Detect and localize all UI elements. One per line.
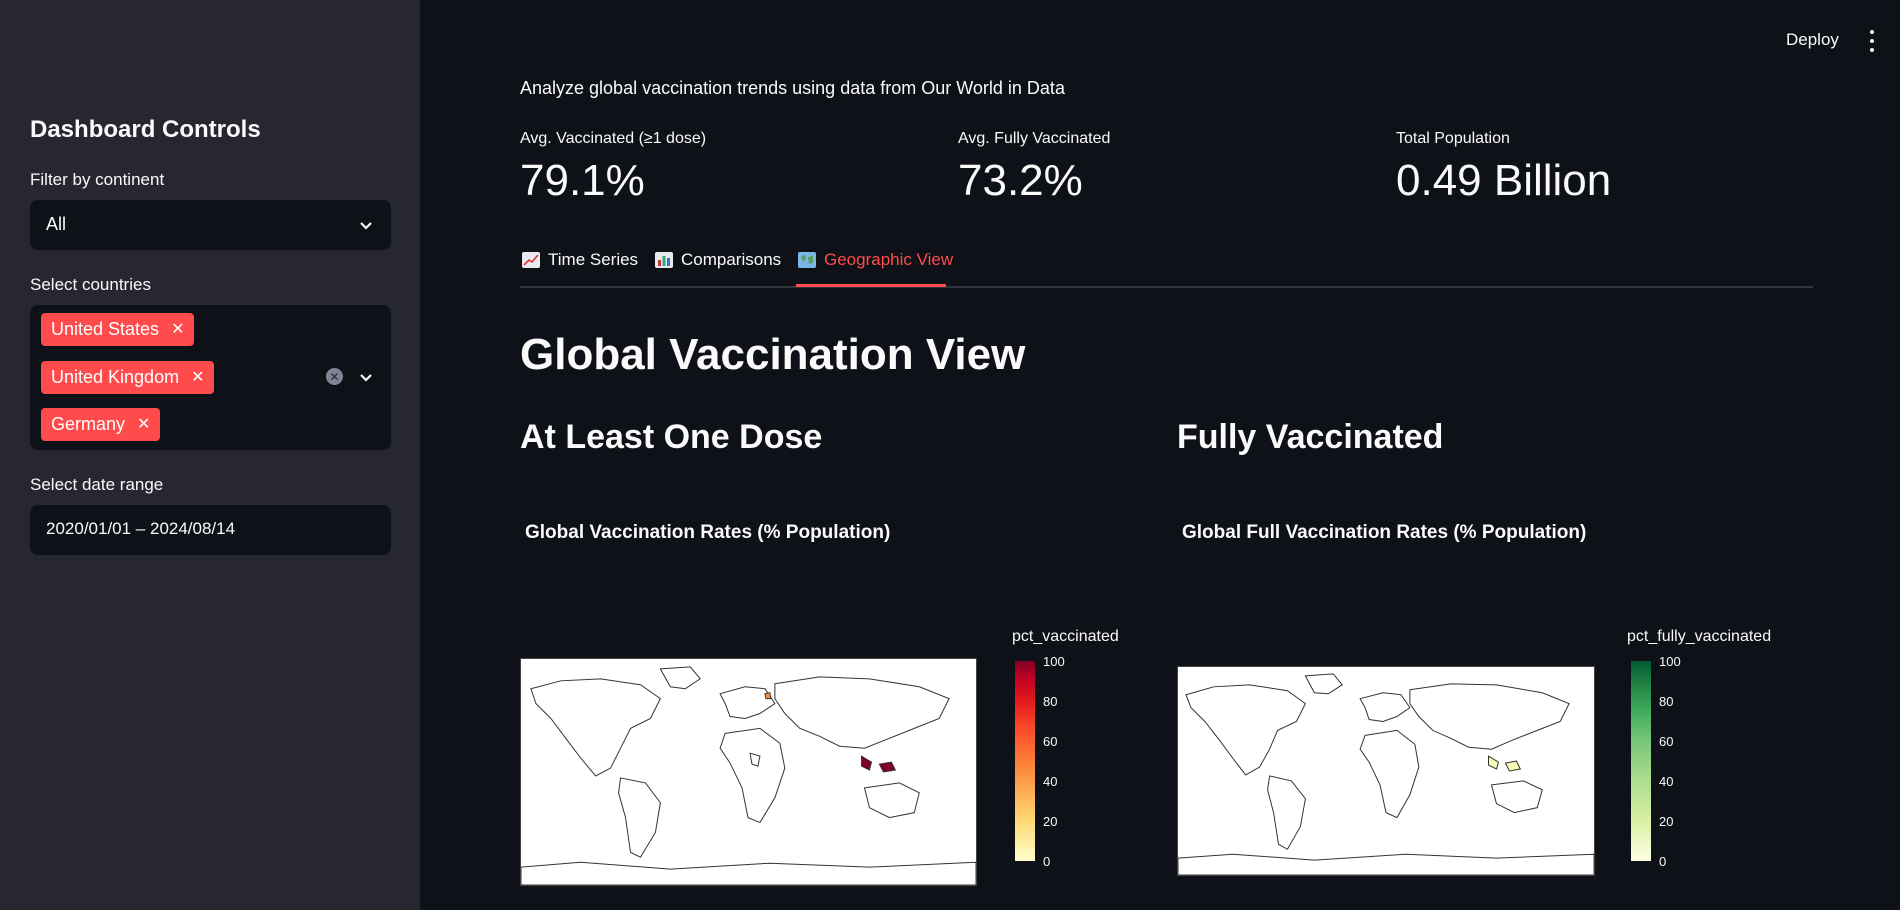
country-tag-label: United States [51, 319, 160, 339]
chevron-down-icon[interactable] [356, 367, 376, 387]
left-heading: At Least One Dose [520, 418, 823, 456]
sidebar-title: Dashboard Controls [30, 116, 261, 143]
colorbar-tick: 40 [1659, 774, 1674, 789]
colorbar-tick: 100 [1659, 654, 1681, 669]
colorbar-tick: 40 [1043, 774, 1058, 789]
deploy-button[interactable]: Deploy [1786, 30, 1839, 49]
tab-label: Time Series [548, 250, 639, 269]
colorbar-tick: 60 [1043, 734, 1058, 749]
date-range-value: 2020/01/01 – 2024/08/14 [46, 519, 236, 538]
world-map-fully-vaccinated[interactable] [1177, 666, 1595, 876]
colorbar-tick: 0 [1659, 854, 1667, 869]
remove-tag-icon[interactable]: ✕ [137, 415, 151, 433]
sidebar: Dashboard Controls Filter by continent A… [0, 0, 420, 910]
metric-label-vaccinated: Avg. Vaccinated (≥1 dose) [520, 130, 707, 147]
colorbar-tick: 80 [1043, 694, 1058, 709]
right-figure-title: Global Full Vaccination Rates (% Populat… [1182, 522, 1587, 543]
metric-value-vaccinated: 79.1% [520, 156, 645, 205]
chart-increasing-icon [522, 252, 540, 268]
right-colorbar-title: pct_fully_vaccinated [1627, 628, 1772, 645]
page-caption: Analyze global vaccination trends using … [520, 78, 1065, 98]
colorbar-tick: 80 [1659, 694, 1674, 709]
remove-tag-icon[interactable]: ✕ [191, 368, 205, 386]
continent-select-value: All [46, 214, 67, 234]
tab-label: Geographic View [824, 250, 954, 269]
country-tag[interactable]: Germany ✕ [41, 408, 161, 441]
metric-label-population: Total Population [1396, 130, 1510, 147]
colorbar-tick: 0 [1043, 854, 1051, 869]
continent-filter-label: Filter by continent [30, 170, 165, 189]
country-tag[interactable]: United Kingdom ✕ [41, 361, 215, 394]
colorbar-tick: 60 [1659, 734, 1674, 749]
date-range-label: Select date range [30, 475, 164, 494]
active-tab-indicator [796, 284, 946, 287]
world-map-vaccinated[interactable] [520, 658, 977, 886]
left-figure-title: Global Vaccination Rates (% Population) [525, 522, 891, 543]
tab-time-series[interactable]: Time Series [522, 250, 638, 270]
colorbar-tick: 20 [1659, 814, 1674, 829]
country-tag[interactable]: United States ✕ [41, 313, 195, 346]
countries-select-label: Select countries [30, 275, 151, 294]
country-tag-label: Germany [51, 414, 126, 434]
date-range-input[interactable]: 2020/01/01 – 2024/08/14 [30, 505, 391, 555]
tab-bar: Time Series Comparisons Geographic View [520, 246, 1813, 288]
tab-label: Comparisons [681, 250, 782, 269]
clear-all-icon[interactable]: ✕ [326, 368, 343, 385]
colorbar-tick: 20 [1043, 814, 1058, 829]
country-tag-label: United Kingdom [51, 367, 180, 387]
tab-geographic-view[interactable]: Geographic View [798, 250, 953, 270]
bar-chart-icon [655, 252, 673, 268]
right-heading: Fully Vaccinated [1177, 418, 1444, 456]
section-title: Global Vaccination View [520, 330, 1026, 379]
left-colorbar [1015, 661, 1035, 861]
metric-value-fully-vaccinated: 73.2% [958, 156, 1083, 205]
colorbar-tick: 100 [1043, 654, 1065, 669]
left-colorbar-title: pct_vaccinated [1012, 628, 1119, 645]
metric-value-population: 0.49 Billion [1396, 156, 1612, 205]
remove-tag-icon[interactable]: ✕ [171, 320, 185, 338]
main-menu-icon[interactable] [1868, 30, 1876, 52]
right-colorbar [1631, 661, 1651, 861]
chevron-down-icon [356, 215, 376, 235]
continent-select[interactable]: All [30, 200, 391, 250]
metric-label-fully-vaccinated: Avg. Fully Vaccinated [958, 130, 1111, 147]
world-map-icon [798, 252, 816, 268]
tab-comparisons[interactable]: Comparisons [655, 250, 781, 270]
